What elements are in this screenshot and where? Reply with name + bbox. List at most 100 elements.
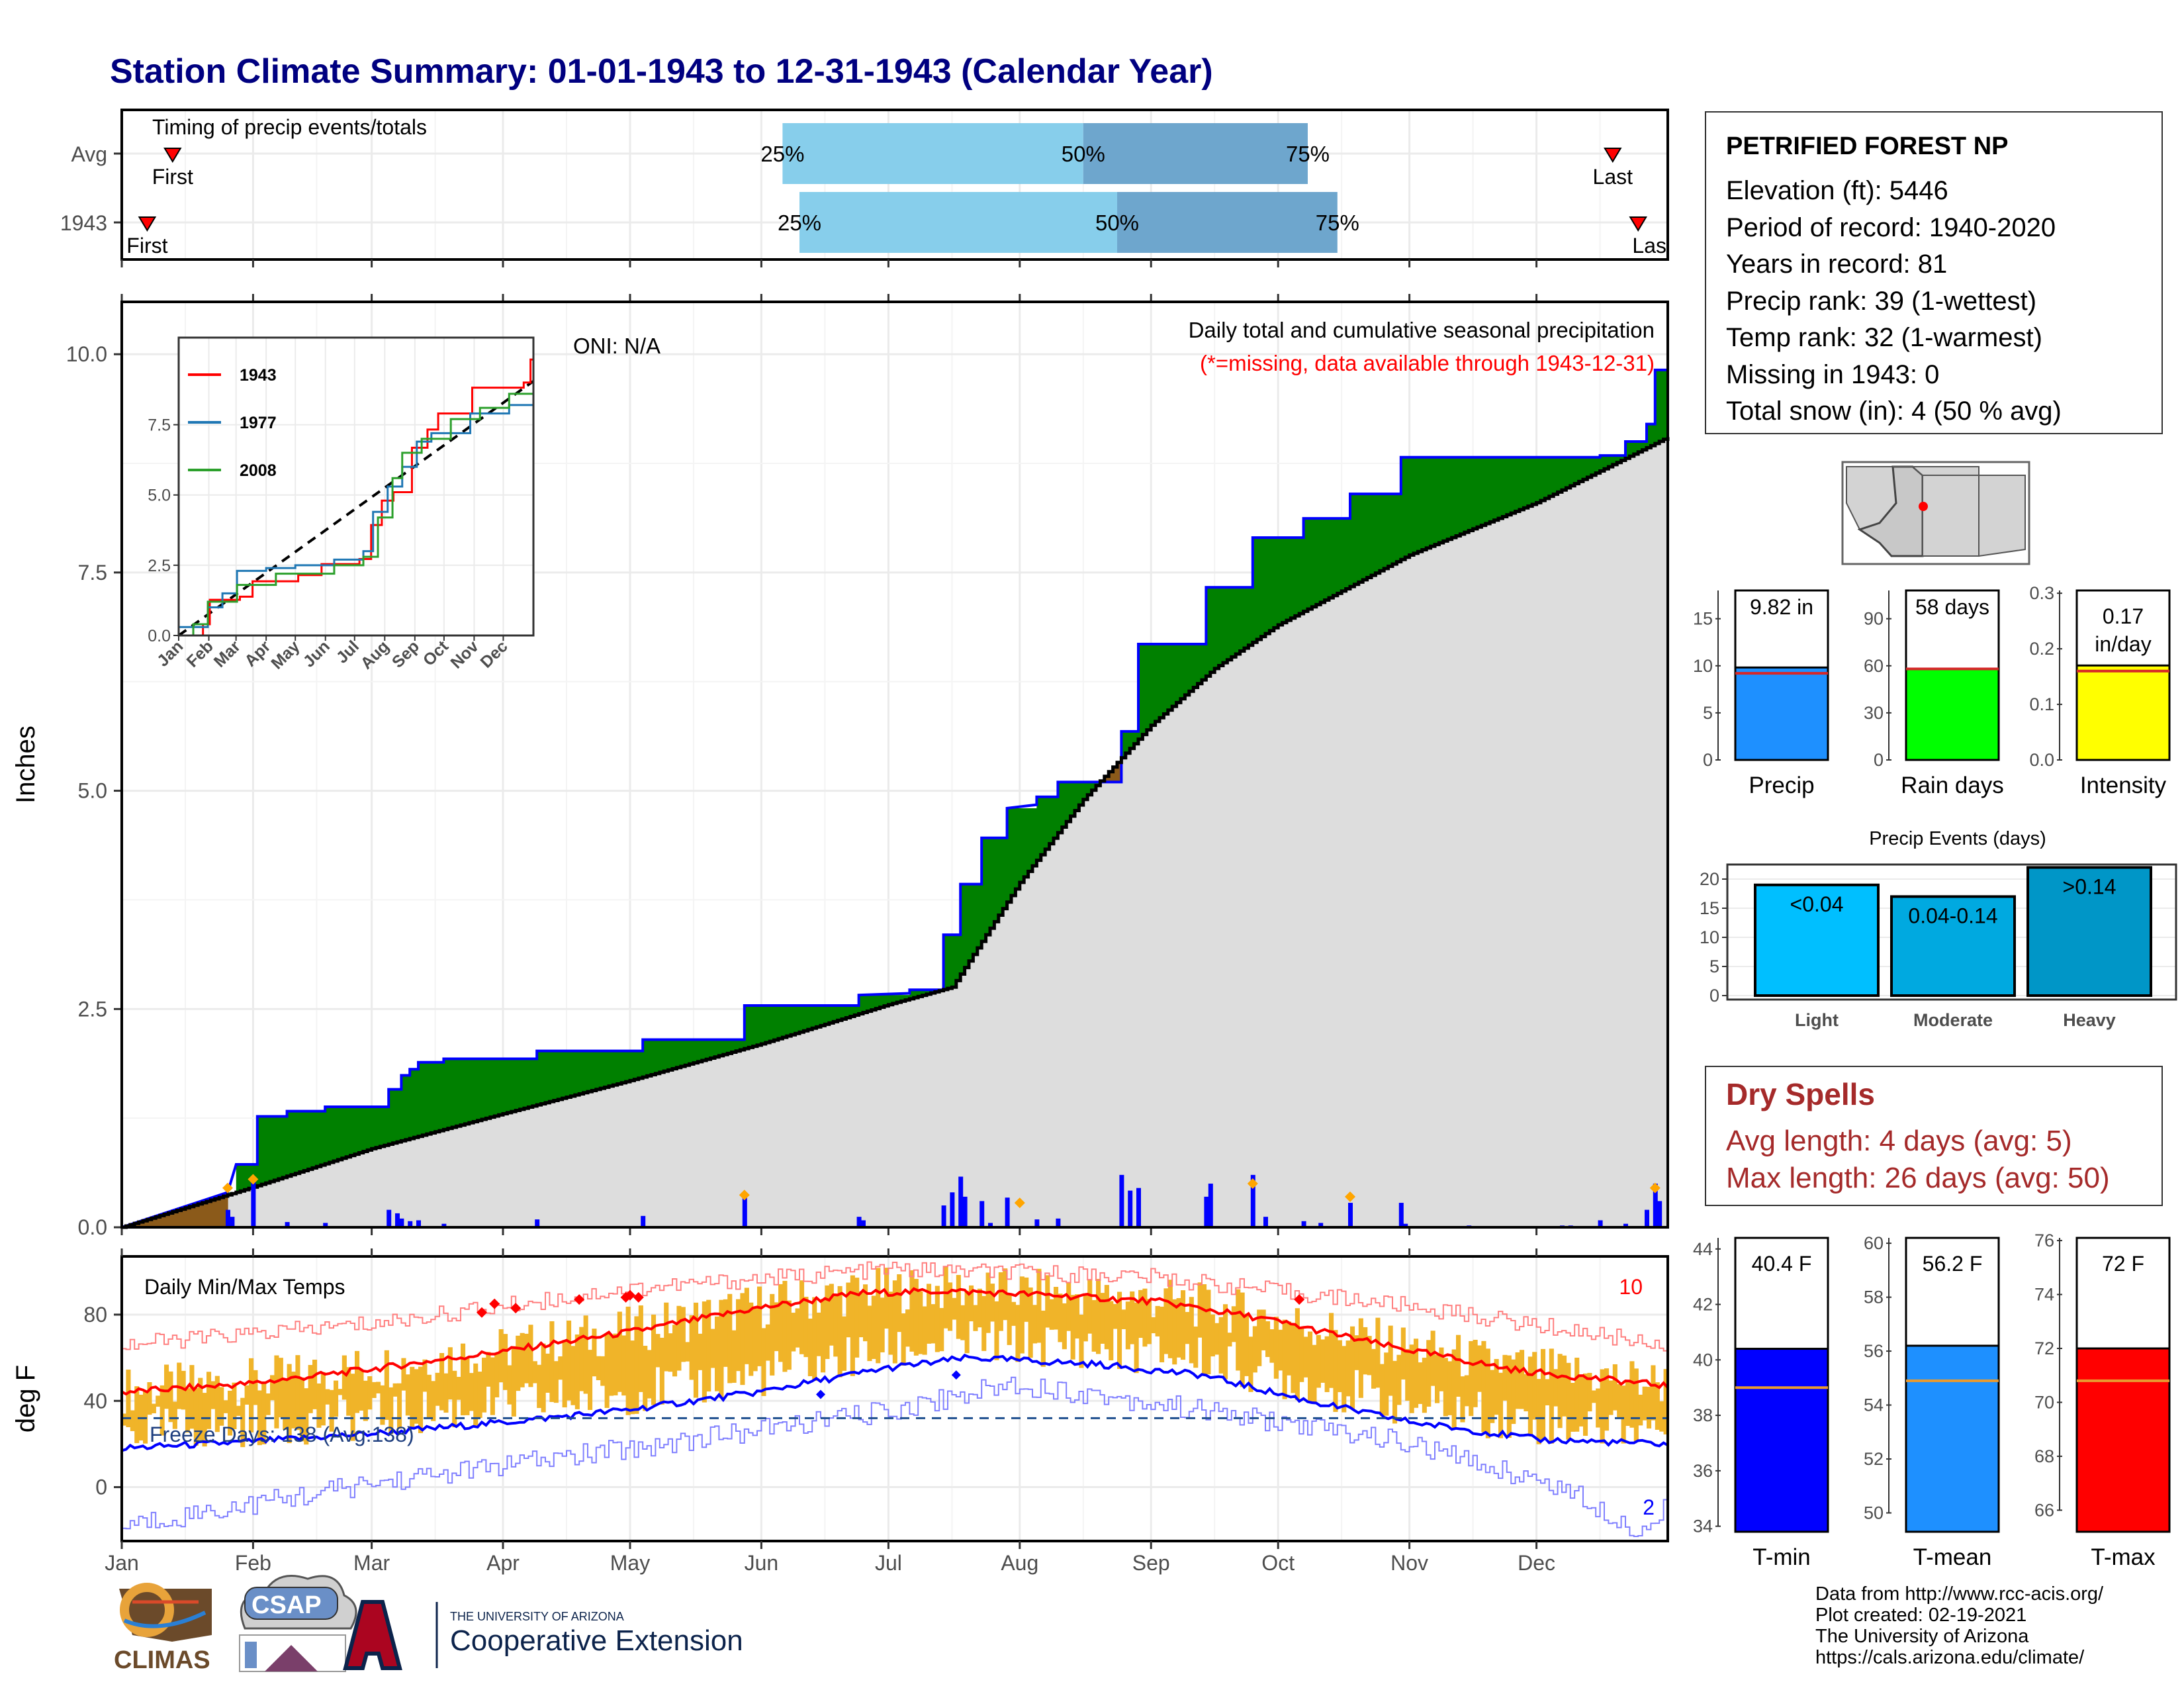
freeze-days-label: Freeze Days: 138 (Avg:138) <box>150 1423 414 1446</box>
daily-temp-range-bar <box>812 1297 817 1382</box>
daily-temp-range-bar <box>1663 1369 1668 1434</box>
daily-temp-range-bar <box>553 1361 559 1403</box>
daily-temp-range-bar <box>1299 1327 1304 1382</box>
month-label: Jun <box>745 1551 779 1575</box>
daily-temp-range-bar <box>1185 1311 1190 1344</box>
daily-temp-range-bar <box>397 1383 402 1429</box>
daily-temp-range-bar <box>210 1381 216 1409</box>
daily-temp-range-bar <box>1400 1327 1406 1380</box>
daily-temp-range-bar <box>858 1291 864 1338</box>
daily-temp-range-bar <box>198 1378 203 1440</box>
dry-spells-box: Dry Spells Avg length: 4 days (avg: 5) M… <box>1705 1066 2163 1206</box>
summary-bar-T-mean <box>1905 1344 2000 1533</box>
daily-temp-range-bar <box>625 1306 631 1415</box>
daily-temp-range-bar <box>1608 1380 1614 1415</box>
daily-temp-range-bar <box>486 1352 491 1387</box>
summary-tick-label: 72 <box>2034 1338 2054 1358</box>
daily-temp-range-bar <box>1625 1382 1631 1427</box>
daily-temp-range-bar <box>388 1387 394 1434</box>
daily-temp-range-bar <box>1629 1361 1635 1428</box>
daily-temp-range-bar <box>1054 1287 1059 1330</box>
daily-precip-bar <box>941 1205 946 1227</box>
daily-temp-range-bar <box>643 1346 648 1411</box>
daily-precip-bar <box>979 1201 985 1227</box>
daily-temp-range-bar <box>299 1377 304 1442</box>
daily-temp-range-bar <box>1405 1348 1410 1401</box>
station-elevation: Elevation (ft): 5446 <box>1726 176 1948 205</box>
daily-temp-range-bar <box>426 1374 432 1419</box>
events-y-tick-label: 15 <box>1700 898 1719 918</box>
timing-quartile-label: 50% <box>1062 142 1105 166</box>
daily-temp-range-bar <box>1040 1310 1046 1367</box>
daily-temp-range-bar <box>1109 1301 1114 1361</box>
daily-precip-bar <box>1623 1223 1628 1227</box>
summary-value-label: 58 days <box>1915 595 1989 619</box>
daily-temp-range-bar <box>990 1284 995 1322</box>
daily-temp-range-bar <box>516 1335 521 1391</box>
daily-temp-range-bar <box>1202 1284 1207 1376</box>
daily-temp-range-bar <box>927 1284 932 1344</box>
station-precip-rank: Precip rank: 39 (1-wettest) <box>1726 286 2037 316</box>
daily-temp-range-bar <box>837 1286 842 1378</box>
daily-temp-range-bar <box>503 1334 508 1390</box>
daily-temp-range-bar <box>371 1382 377 1398</box>
daily-temp-range-bar <box>596 1356 601 1380</box>
daily-temp-range-bar <box>583 1315 588 1394</box>
daily-temp-range-bar <box>1532 1352 1537 1420</box>
daily-temp-range-bar <box>1011 1301 1017 1326</box>
precip-y-label: Inches <box>11 726 40 804</box>
daily-temp-range-bar <box>295 1355 300 1430</box>
daily-temp-range-bar <box>727 1293 733 1383</box>
max-count: 10 <box>1619 1275 1643 1299</box>
timing-quartile-label: 50% <box>1095 211 1139 235</box>
csap-wordmark: CSAP <box>251 1591 322 1619</box>
daily-temp-range-bar <box>994 1301 999 1360</box>
daily-temp-range-bar <box>634 1316 639 1414</box>
summary-tick-label: 44 <box>1693 1239 1713 1259</box>
summary-tick-label: 34 <box>1693 1517 1713 1536</box>
daily-temp-range-bar <box>1125 1301 1130 1350</box>
daily-temp-range-bar <box>1430 1331 1435 1386</box>
summary-tick-label: 5 <box>1703 703 1713 723</box>
inset-y-tick-label: 0.0 <box>148 627 171 645</box>
daily-precip-bar <box>399 1218 404 1227</box>
daily-temp-range-bar <box>1358 1318 1363 1398</box>
daily-temp-range-bar <box>443 1373 449 1413</box>
daily-temp-range-bar <box>774 1302 779 1352</box>
daily-temp-range-bar <box>1197 1282 1203 1338</box>
daily-precip-bar <box>226 1209 230 1227</box>
daily-temp-range-bar <box>1477 1345 1482 1392</box>
daily-temp-range-bar <box>164 1364 169 1409</box>
daily-temp-range-bar <box>752 1307 758 1372</box>
daily-temp-range-bar <box>477 1372 482 1419</box>
daily-temp-range-bar <box>892 1280 897 1364</box>
daily-temp-range-bar <box>948 1282 953 1331</box>
timing-quartile-label: 25% <box>778 211 821 235</box>
daily-temp-range-bar <box>680 1307 686 1362</box>
summary-tick-label: 56 <box>1864 1341 1884 1361</box>
daily-temp-range-bar <box>723 1299 728 1367</box>
summary-tick-label: 38 <box>1693 1405 1713 1425</box>
daily-temp-range-bar <box>1392 1360 1398 1424</box>
daily-temp-range-bar <box>1134 1302 1139 1374</box>
climas-wordmark: CLIMAS <box>114 1646 210 1674</box>
daily-precip-bar <box>285 1222 290 1227</box>
daily-temp-range-bar <box>1028 1287 1033 1358</box>
temp-y-label: deg F <box>11 1365 40 1432</box>
summary-tick-label: 90 <box>1864 609 1884 629</box>
snow-event-marker <box>1247 1178 1258 1190</box>
last-event-label: Las <box>1632 234 1666 258</box>
precip-panel: Daily total and cumulative seasonal prec… <box>11 259 1670 1239</box>
daily-temp-range-bar <box>156 1395 161 1407</box>
daily-temp-range-bar <box>960 1305 966 1340</box>
university-of-arizona-logo: A THE UNIVERSITY OF ARIZONA Cooperative … <box>343 1600 743 1670</box>
daily-temp-range-bar <box>1481 1340 1486 1432</box>
daily-temp-range-bar <box>888 1291 893 1355</box>
daily-temp-range-bar <box>1019 1276 1024 1354</box>
daily-temp-range-bar <box>1536 1379 1541 1444</box>
daily-temp-range-bar <box>825 1285 830 1359</box>
daily-temp-range-bar <box>1655 1382 1660 1430</box>
daily-temp-range-bar <box>1354 1335 1359 1370</box>
timing-row-label: Avg <box>71 142 107 166</box>
events-category-label: Moderate <box>1913 1010 1993 1030</box>
